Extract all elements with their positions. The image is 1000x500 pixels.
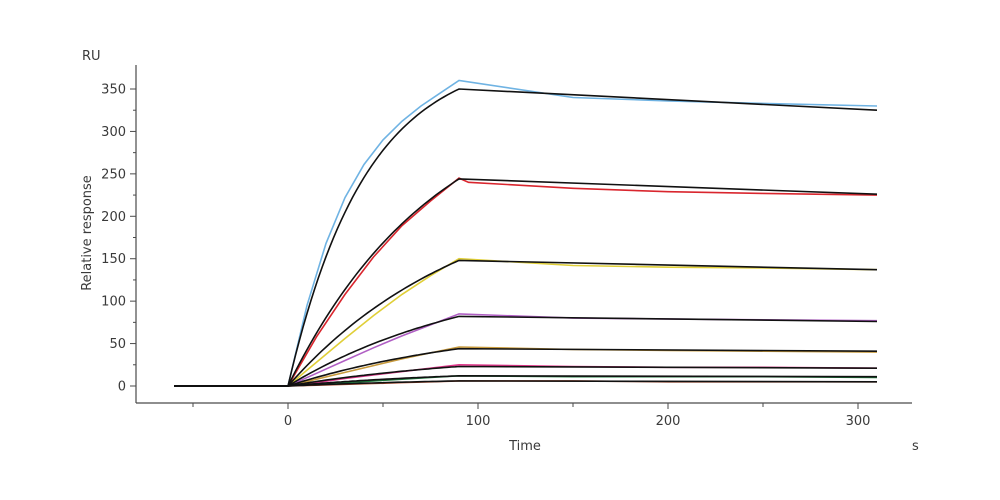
x-axis-title: Time: [508, 439, 541, 454]
y-tick-label: 50: [109, 337, 126, 352]
y-tick-label: 350: [101, 83, 126, 98]
fit-curve-1: [174, 88, 878, 387]
y-tick-label: 100: [101, 295, 126, 310]
y-tick-label: 150: [101, 252, 126, 267]
x-tick-label: 200: [656, 414, 681, 429]
series-curve-1: [174, 79, 878, 387]
fit-curve-3: [174, 259, 878, 387]
x-unit-label: s: [912, 439, 919, 454]
y-tick-label: 300: [101, 125, 126, 140]
x-ticks: 0 100 200 300: [192, 403, 871, 429]
fit-curve-7: [174, 374, 878, 387]
y-tick-label: 200: [101, 210, 126, 225]
x-tick-label: 0: [284, 414, 292, 429]
plot-area: 0 50 100 150 200 250 300 350 0 100 200 300: [101, 65, 912, 429]
fit-curve-2: [174, 178, 878, 387]
y-axis-title: Relative response: [80, 175, 95, 291]
y-tick-label: 250: [101, 167, 126, 182]
series-curve-2: [174, 177, 878, 387]
series-curve-3: [174, 257, 878, 387]
fit-curve-8: [174, 380, 878, 387]
y-tick-label: 0: [118, 380, 126, 395]
fit-curve-5: [174, 347, 878, 387]
y-ticks: 0 50 100 150 200 250 300 350: [101, 83, 136, 395]
fit-curve-4: [174, 315, 878, 387]
data-series: [174, 79, 878, 387]
fit-curve-6: [174, 365, 878, 387]
y-unit-label: RU: [82, 49, 101, 64]
fit-curves: [174, 88, 878, 387]
x-tick-label: 300: [846, 414, 871, 429]
x-tick-label: 100: [466, 414, 491, 429]
